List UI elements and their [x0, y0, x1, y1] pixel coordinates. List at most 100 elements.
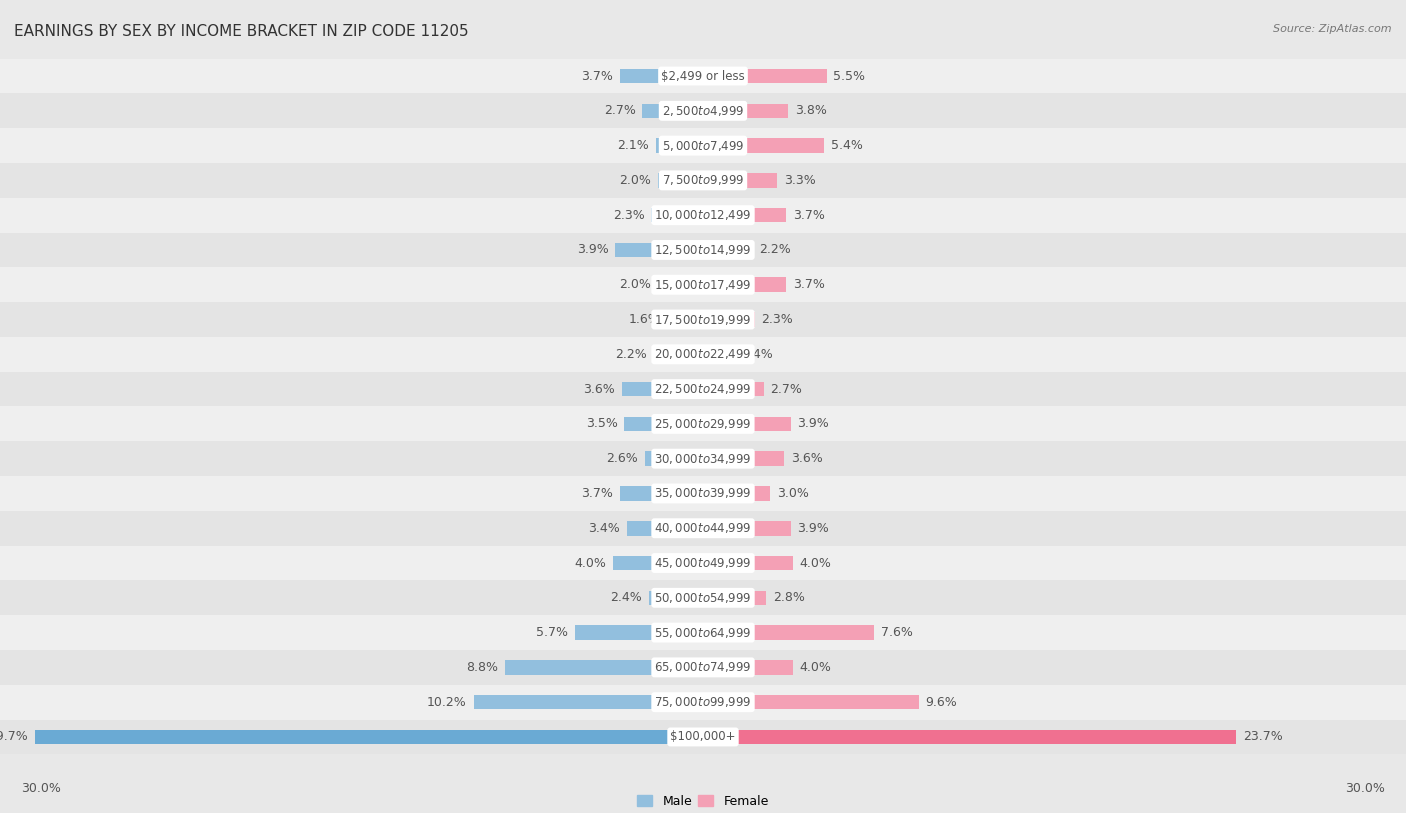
Bar [0, 93, 1406, 128]
Text: 3.3%: 3.3% [785, 174, 815, 187]
Bar [703, 486, 770, 501]
Text: $40,000 to $44,999: $40,000 to $44,999 [654, 521, 752, 535]
Text: $65,000 to $74,999: $65,000 to $74,999 [654, 660, 752, 675]
Text: 5.5%: 5.5% [834, 70, 866, 83]
Bar [703, 382, 763, 397]
Bar [703, 521, 790, 536]
Bar [655, 138, 703, 153]
Text: 4.0%: 4.0% [800, 661, 831, 674]
Bar [0, 511, 1406, 546]
Bar [35, 729, 703, 744]
Bar [0, 580, 1406, 615]
Text: $5,000 to $7,499: $5,000 to $7,499 [662, 138, 744, 153]
Text: 2.4%: 2.4% [610, 591, 643, 604]
Text: 3.7%: 3.7% [793, 209, 825, 222]
Bar [0, 546, 1406, 580]
Text: 3.8%: 3.8% [796, 104, 827, 117]
Bar [616, 242, 703, 257]
Bar [0, 302, 1406, 337]
Bar [0, 372, 1406, 406]
Text: $25,000 to $29,999: $25,000 to $29,999 [654, 417, 752, 431]
Text: 2.1%: 2.1% [617, 139, 650, 152]
Bar [703, 103, 789, 118]
Text: 9.6%: 9.6% [925, 696, 957, 709]
Bar [703, 347, 734, 362]
Text: 5.4%: 5.4% [831, 139, 863, 152]
Text: 1.6%: 1.6% [628, 313, 661, 326]
Bar [613, 556, 703, 571]
Text: 3.7%: 3.7% [581, 70, 613, 83]
Text: $22,500 to $24,999: $22,500 to $24,999 [654, 382, 752, 396]
Bar [0, 128, 1406, 163]
Text: Source: ZipAtlas.com: Source: ZipAtlas.com [1274, 24, 1392, 34]
Text: 30.0%: 30.0% [1346, 782, 1385, 795]
Text: $7,500 to $9,999: $7,500 to $9,999 [662, 173, 744, 188]
Bar [703, 625, 875, 640]
Text: 2.8%: 2.8% [773, 591, 804, 604]
Text: 4.0%: 4.0% [575, 557, 606, 570]
Text: 29.7%: 29.7% [0, 730, 28, 743]
Text: EARNINGS BY SEX BY INCOME BRACKET IN ZIP CODE 11205: EARNINGS BY SEX BY INCOME BRACKET IN ZIP… [14, 24, 468, 39]
Text: 2.0%: 2.0% [620, 174, 651, 187]
Bar [703, 729, 1236, 744]
Text: 10.2%: 10.2% [427, 696, 467, 709]
Text: 3.5%: 3.5% [586, 417, 617, 430]
Bar [643, 103, 703, 118]
Text: 3.9%: 3.9% [797, 417, 830, 430]
Text: 2.2%: 2.2% [759, 243, 792, 256]
Text: 3.9%: 3.9% [576, 243, 609, 256]
Text: $12,500 to $14,999: $12,500 to $14,999 [654, 243, 752, 257]
Bar [666, 312, 703, 327]
Bar [658, 277, 703, 292]
Text: $100,000+: $100,000+ [671, 730, 735, 743]
Text: 3.6%: 3.6% [790, 452, 823, 465]
Bar [650, 590, 703, 605]
Text: 3.7%: 3.7% [581, 487, 613, 500]
Bar [620, 486, 703, 501]
Bar [621, 382, 703, 397]
Text: 3.4%: 3.4% [588, 522, 620, 535]
Bar [703, 590, 766, 605]
Bar [651, 208, 703, 223]
Text: $20,000 to $22,499: $20,000 to $22,499 [654, 347, 752, 361]
Text: 3.6%: 3.6% [583, 383, 616, 396]
Bar [658, 173, 703, 188]
Bar [0, 59, 1406, 93]
Bar [703, 138, 824, 153]
Bar [703, 277, 786, 292]
Text: 2.7%: 2.7% [770, 383, 803, 396]
Bar [703, 416, 790, 431]
Text: $75,000 to $99,999: $75,000 to $99,999 [654, 695, 752, 709]
Bar [575, 625, 703, 640]
Bar [0, 163, 1406, 198]
Text: 2.0%: 2.0% [620, 278, 651, 291]
Bar [624, 416, 703, 431]
Text: 7.6%: 7.6% [880, 626, 912, 639]
Bar [0, 615, 1406, 650]
Text: 3.7%: 3.7% [793, 278, 825, 291]
Text: 2.2%: 2.2% [614, 348, 647, 361]
Text: $50,000 to $54,999: $50,000 to $54,999 [654, 591, 752, 605]
Bar [620, 69, 703, 84]
Text: $55,000 to $64,999: $55,000 to $64,999 [654, 625, 752, 640]
Text: 3.9%: 3.9% [797, 522, 830, 535]
Text: 8.8%: 8.8% [467, 661, 498, 674]
Text: $2,499 or less: $2,499 or less [661, 70, 745, 83]
Bar [0, 267, 1406, 302]
Bar [0, 476, 1406, 511]
Text: 3.0%: 3.0% [778, 487, 808, 500]
Bar [0, 720, 1406, 754]
Bar [703, 556, 793, 571]
Text: 23.7%: 23.7% [1243, 730, 1282, 743]
Text: 1.4%: 1.4% [741, 348, 773, 361]
Text: 30.0%: 30.0% [21, 782, 60, 795]
Bar [644, 451, 703, 466]
Text: 2.3%: 2.3% [613, 209, 644, 222]
Text: 4.0%: 4.0% [800, 557, 831, 570]
Bar [474, 695, 703, 710]
Text: $35,000 to $39,999: $35,000 to $39,999 [654, 486, 752, 501]
Bar [0, 441, 1406, 476]
Bar [0, 650, 1406, 685]
Text: $45,000 to $49,999: $45,000 to $49,999 [654, 556, 752, 570]
Bar [0, 685, 1406, 720]
